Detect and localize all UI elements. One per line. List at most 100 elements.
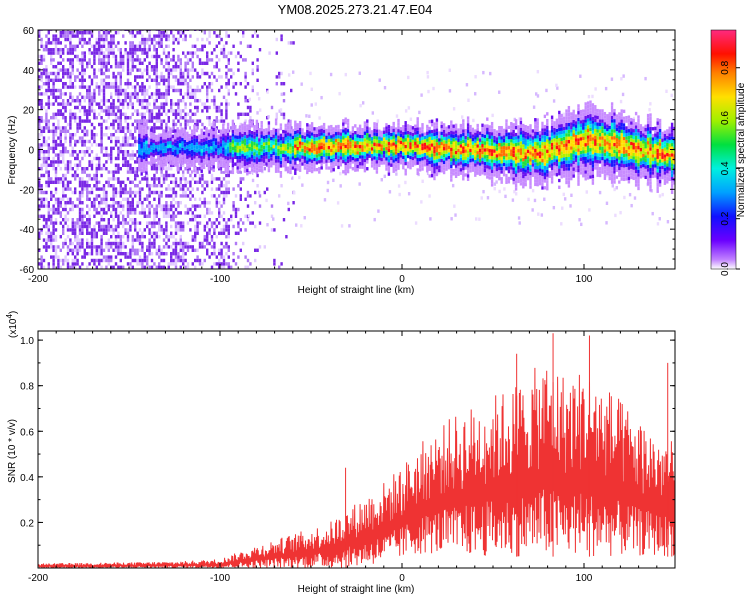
heat-cell xyxy=(78,231,82,235)
heat-cell xyxy=(226,160,230,164)
heat-cell xyxy=(540,213,544,217)
heat-cell xyxy=(318,149,321,154)
heat-cell xyxy=(270,143,273,148)
heat-cell xyxy=(196,99,199,103)
heat-cell xyxy=(90,235,94,239)
heat-cell xyxy=(397,125,400,130)
heat-cell xyxy=(143,197,146,201)
heat-cell xyxy=(358,131,362,135)
heat-cell xyxy=(83,129,86,133)
heat-cell xyxy=(423,142,427,147)
heat-cell xyxy=(226,167,230,171)
heat-cell xyxy=(88,184,91,188)
heat-cell xyxy=(330,131,333,136)
heat-cell xyxy=(325,145,328,150)
heat-cell xyxy=(122,139,125,144)
heat-cell xyxy=(145,164,148,168)
heat-cell xyxy=(210,159,213,164)
heat-cell xyxy=(158,180,161,184)
heat-cell xyxy=(186,141,189,146)
heat-cell xyxy=(38,102,41,106)
heat-cell xyxy=(202,138,206,142)
heat-cell xyxy=(196,221,199,225)
heat-cell xyxy=(208,218,211,222)
heat-cell xyxy=(38,228,41,232)
heat-cell xyxy=(430,163,434,168)
heat-cell xyxy=(112,105,115,110)
heat-cell xyxy=(222,140,225,144)
heat-cell xyxy=(141,82,144,86)
heat-cell xyxy=(332,137,335,141)
heat-cell xyxy=(206,37,209,42)
heat-cell xyxy=(158,95,161,99)
heat-cell xyxy=(220,37,223,42)
heat-cell xyxy=(155,177,158,181)
heat-cell xyxy=(406,161,410,165)
heat-cell xyxy=(418,151,422,155)
heat-cell xyxy=(193,144,196,149)
heat-cell xyxy=(181,151,184,155)
heat-cell xyxy=(119,116,122,120)
heat-cell xyxy=(210,180,214,184)
heat-cell xyxy=(303,156,307,160)
heat-cell xyxy=(212,124,215,128)
heat-cell xyxy=(64,133,67,137)
heat-cell xyxy=(375,163,379,167)
heat-cell xyxy=(126,252,130,256)
heat-cell xyxy=(184,241,187,246)
heat-cell xyxy=(306,133,309,137)
heat-cell xyxy=(155,214,158,218)
heat-cell xyxy=(387,162,391,166)
heat-cell xyxy=(426,168,429,173)
heat-cell xyxy=(244,58,247,62)
heat-cell xyxy=(373,128,376,133)
heat-cell xyxy=(418,134,422,138)
heat-cell xyxy=(179,92,182,96)
heat-cell xyxy=(107,105,110,110)
heat-cell xyxy=(514,192,518,196)
heat-cell xyxy=(134,252,137,256)
heat-cell xyxy=(86,139,89,144)
heat-cell xyxy=(100,187,103,191)
heat-cell xyxy=(182,258,185,263)
heat-cell xyxy=(131,122,134,127)
heat-cell xyxy=(110,258,113,263)
heat-cell xyxy=(188,161,191,165)
heat-cell xyxy=(337,124,340,129)
heat-cell xyxy=(194,99,197,103)
heat-cell xyxy=(100,136,103,140)
heat-cell xyxy=(179,258,182,263)
heat-cell xyxy=(155,82,158,86)
heat-cell xyxy=(107,48,110,52)
heat-cell xyxy=(170,58,173,62)
heat-cell xyxy=(52,85,55,89)
heat-cell xyxy=(100,143,103,147)
heat-cell xyxy=(188,137,191,141)
heat-cell xyxy=(194,122,197,127)
heat-cell xyxy=(83,153,86,157)
heat-cell xyxy=(399,147,403,151)
heat-cell xyxy=(289,157,292,161)
heat-cell xyxy=(385,160,388,164)
heat-cell xyxy=(334,138,338,143)
heat-cell xyxy=(181,127,184,131)
heat-cell xyxy=(160,119,163,123)
heat-cell xyxy=(64,221,67,225)
heat-cell xyxy=(148,112,151,116)
heat-cell xyxy=(134,218,137,222)
heat-cell xyxy=(74,231,77,235)
heat-cell xyxy=(172,54,175,59)
heat-cell xyxy=(88,112,91,116)
heat-cell xyxy=(71,201,74,205)
heat-cell xyxy=(248,163,251,168)
heat-cell xyxy=(157,154,160,159)
heat-cell xyxy=(196,167,199,171)
heat-cell xyxy=(78,78,82,82)
heat-cell xyxy=(154,145,158,149)
heat-cell xyxy=(267,165,271,169)
heat-cell xyxy=(122,112,125,116)
heat-cell xyxy=(265,141,268,146)
heat-cell xyxy=(140,148,143,152)
heat-cell xyxy=(226,129,230,134)
heat-cell xyxy=(430,156,434,161)
